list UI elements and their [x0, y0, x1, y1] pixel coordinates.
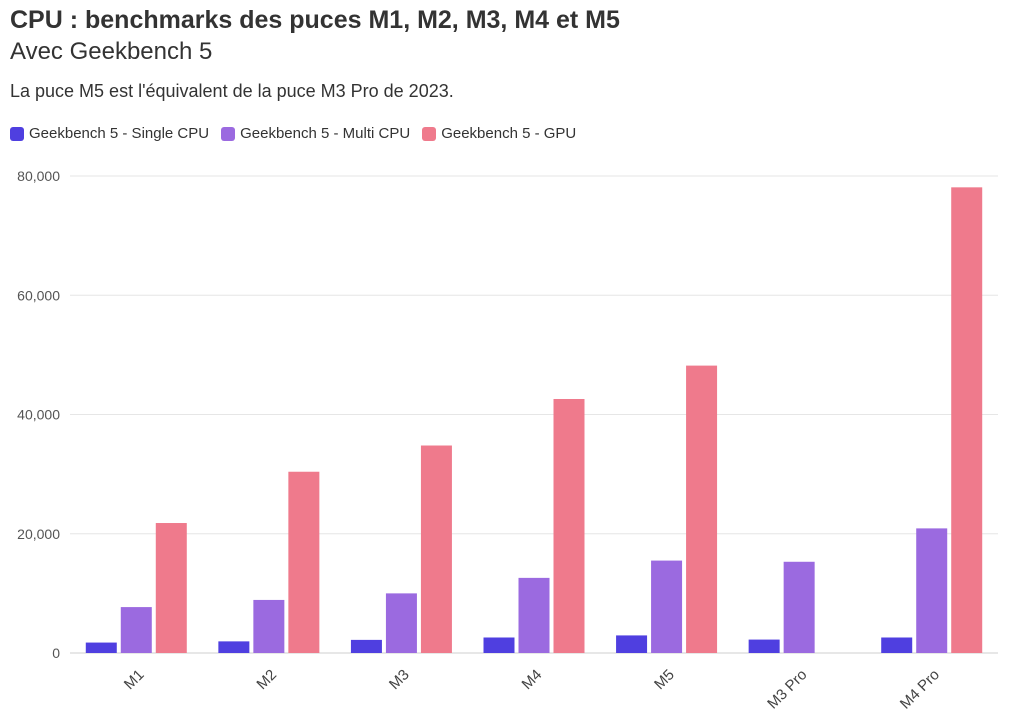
legend-label-multi-cpu: Geekbench 5 - Multi CPU — [240, 125, 411, 142]
legend-label-gpu: Geekbench 5 - GPU — [441, 125, 577, 142]
bar-geekbench-5-multi-cpu-m4 — [518, 577, 550, 653]
bar-geekbench-5-multi-cpu-m4-pro — [916, 528, 948, 653]
bar-geekbench-5-gpu-m1 — [155, 523, 187, 653]
y-tick-label: 0 — [52, 645, 60, 661]
bar-geekbench-5-gpu-m3 — [420, 445, 452, 653]
legend-swatch-multi-cpu — [221, 126, 236, 141]
bar-geekbench-5-multi-cpu-m5 — [651, 560, 683, 653]
x-tick-label: M2 — [253, 666, 280, 693]
chart-header: CPU : benchmarks des puces M1, M2, M3, M… — [10, 4, 1014, 104]
chart-legend: Geekbench 5 - Single CPU Geekbench 5 - M… — [10, 125, 576, 142]
bar-geekbench-5-single-cpu-m5 — [616, 635, 648, 653]
x-tick-label: M4 Pro — [897, 666, 943, 712]
legend-swatch-gpu — [422, 126, 437, 141]
bar-geekbench-5-multi-cpu-m2 — [253, 599, 285, 653]
y-tick-label: 20,000 — [17, 526, 60, 542]
bar-geekbench-5-multi-cpu-m3-pro — [783, 561, 815, 653]
bar-geekbench-5-gpu-m4 — [553, 398, 585, 653]
x-tick-label: M4 — [519, 666, 546, 693]
bar-geekbench-5-gpu-m2 — [288, 471, 320, 653]
bar-geekbench-5-single-cpu-m1 — [85, 642, 117, 653]
y-tick-label: 40,000 — [17, 407, 60, 423]
bar-geekbench-5-single-cpu-m2 — [218, 641, 250, 653]
bar-geekbench-5-gpu-m5 — [686, 365, 718, 653]
bar-geekbench-5-multi-cpu-m1 — [120, 607, 152, 653]
bar-geekbench-5-single-cpu-m3-pro — [748, 639, 780, 653]
x-tick-label: M3 Pro — [764, 666, 810, 712]
x-tick-label: M3 — [386, 666, 413, 693]
chart-title: CPU : benchmarks des puces M1, M2, M3, M… — [10, 6, 620, 34]
legend-item-multi-cpu[interactable]: Geekbench 5 - Multi CPU — [221, 125, 410, 142]
bar-geekbench-5-single-cpu-m4-pro — [881, 637, 913, 653]
legend-label-single-cpu: Geekbench 5 - Single CPU — [29, 125, 210, 142]
x-tick-label: M1 — [121, 666, 148, 693]
bar-geekbench-5-multi-cpu-m3 — [385, 593, 417, 653]
bar-geekbench-5-gpu-m4-pro — [951, 187, 983, 654]
chart-subtitle: Avec Geekbench 5 — [10, 38, 213, 65]
legend-swatch-single-cpu — [10, 126, 24, 141]
x-tick-label: M5 — [651, 666, 678, 693]
y-tick-label: 80,000 — [17, 168, 60, 184]
bar-geekbench-5-single-cpu-m4 — [483, 637, 515, 653]
y-tick-label: 60,000 — [17, 287, 60, 303]
chart-description: La puce M5 est l'équivalent de la puce M… — [10, 81, 454, 101]
bar-geekbench-5-single-cpu-m3 — [350, 639, 382, 653]
legend-item-single-cpu[interactable]: Geekbench 5 - Single CPU — [10, 125, 209, 142]
legend-item-gpu[interactable]: Geekbench 5 - GPU — [422, 125, 576, 142]
